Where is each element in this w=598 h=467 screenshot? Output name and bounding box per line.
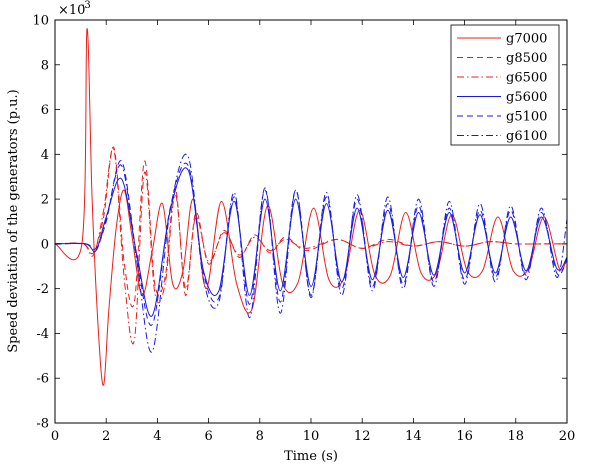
legend-label-g5600: g5600	[506, 90, 547, 105]
legend-label-g7000: g7000	[506, 32, 547, 47]
y-axis-label: Speed deviation of the generators (p.u.)	[6, 89, 21, 352]
y-tick-label: 0	[41, 237, 49, 252]
x-tick-label: 6	[204, 429, 212, 444]
series-layer	[55, 28, 567, 386]
series-line-g6500	[55, 147, 567, 345]
series-line-g5600	[55, 167, 567, 317]
series-line-g5100	[55, 160, 567, 326]
x-axis-label: Time (s)	[284, 449, 338, 464]
ticks-layer: 0 2 4 6 8 10 12 14 16 18 20 -8 -6 -4 -2 0 2 4 6 8 10	[32, 14, 575, 445]
x-tick-label: 14	[405, 429, 422, 444]
y-tick-label: -4	[36, 327, 49, 342]
y-tick-label: 4	[41, 148, 49, 163]
legend-label-g5100: g5100	[506, 110, 547, 125]
x-tick-label: 16	[456, 429, 473, 444]
series-line-g6100	[55, 153, 567, 353]
x-tick-label: 18	[508, 429, 525, 444]
y-tick-label: 8	[41, 58, 49, 73]
x-tick-label: 20	[559, 429, 576, 444]
x-tick-label: 0	[51, 429, 59, 444]
y-tick-label: 10	[32, 14, 49, 29]
legend-label-g6100: g6100	[506, 129, 547, 144]
legend-box	[450, 24, 560, 146]
x-tick-label: 8	[256, 429, 264, 444]
x-tick-label: 2	[102, 429, 110, 444]
x-tick-label: 10	[303, 429, 320, 444]
x-tick-label: 12	[354, 429, 371, 444]
y-tick-label: -6	[36, 372, 49, 387]
x-tick-label: 4	[153, 429, 161, 444]
y-exponent-base: ×10	[58, 3, 85, 18]
legend-label-g8500: g8500	[506, 51, 547, 66]
y-tick-label: -2	[36, 282, 49, 297]
y-tick-label: 2	[41, 193, 49, 208]
y-exponent-power: -3	[81, 0, 91, 11]
legend-label-g6500: g6500	[506, 71, 547, 86]
y-tick-label: 6	[41, 103, 49, 118]
legend: g7000 g8500 g6500 g5600 g5100 g6100	[450, 24, 560, 146]
y-tick-label: -8	[36, 417, 49, 432]
